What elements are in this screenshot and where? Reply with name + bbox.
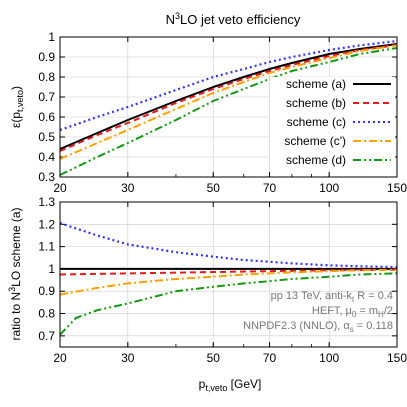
top-axis-ticks: 0.3 0.4 0.5 0.6 0.7 0.8 0.9 1 20 30 50 70 100 150: [38, 30, 407, 195]
legend-entry-label: scheme (d): [286, 153, 346, 167]
bottom-plot-frame: [59, 201, 398, 348]
top-y-tick-label: 1: [48, 30, 55, 44]
bottom-series-lines: [59, 222, 398, 336]
annotation-scale: HEFT, μ0 = mH/2: [312, 305, 393, 319]
top-x-tick-label: 100: [319, 181, 339, 195]
bottom-y-tick-label: 1.3: [38, 195, 55, 209]
bottom-series-line-4: [59, 272, 398, 336]
top-plot-frame: [59, 36, 398, 178]
legend-entry-bg: [270, 134, 395, 150]
chart-title: N3LO jet veto efficiency: [166, 11, 301, 27]
bottom-x-tick-label: 30: [121, 351, 135, 365]
annotation-pdf: NNPDF2.3 (NNLO), αs = 0.118: [243, 320, 393, 334]
legend-entry-label: scheme (a): [286, 77, 346, 91]
physics-annotations: pp 13 TeV, anti-kt R = 0.4 HEFT, μ0 = mH…: [243, 290, 393, 334]
legend-entry-label: scheme (c'): [284, 134, 346, 148]
top-x-tick-label: 20: [53, 181, 67, 195]
bottom-y-tick-label: 1.1: [38, 240, 55, 254]
top-x-tick-label: 150: [387, 181, 407, 195]
bottom-axis-ticks: 0.7 0.8 0.9 1 1.1 1.2 1.3 20 30 50 70 100 150: [38, 195, 407, 365]
top-series-scheme-a: [59, 43, 398, 150]
top-y-tick-label: 0.8: [38, 70, 55, 84]
bottom-x-tick-label: 100: [319, 351, 339, 365]
top-panel: 0.3 0.4 0.5 0.6 0.7 0.8 0.9 1 20 30 50 70 100 150 sch…: [38, 30, 407, 195]
legend-entry-bg: [270, 77, 395, 93]
bottom-y-tick-label: 0.7: [38, 329, 55, 343]
legend-entry-bg: [270, 96, 395, 112]
top-series-scheme-b: [59, 44, 398, 152]
annotation-collider: pp 13 TeV, anti-kt R = 0.4: [271, 290, 393, 304]
bottom-y-tick-label: 0.9: [38, 284, 55, 298]
top-x-tick-label: 30: [121, 181, 135, 195]
top-y-axis-label: ε(pt,veto): [9, 86, 25, 128]
x-axis-label: pt,veto [GeV]: [199, 377, 262, 393]
bottom-panel: 0.7 0.8 0.9 1 1.1 1.2 1.3 20 30 50 70 100 150: [38, 195, 407, 365]
top-series-lines: [59, 39, 398, 176]
top-y-tick-label: 0.4: [38, 150, 55, 164]
top-y-tick-label: 0.9: [38, 50, 55, 64]
legend-entry-bg: [270, 153, 395, 169]
top-y-tick-label: 0.7: [38, 90, 55, 104]
top-x-tick-label: 50: [207, 181, 221, 195]
legend-entry-label: scheme (b): [286, 96, 346, 110]
legend-entry-bg: [270, 115, 395, 131]
bottom-x-tick-label: 70: [263, 351, 277, 365]
bottom-x-tick-label: 150: [387, 351, 407, 365]
top-series-scheme-c: [59, 44, 398, 160]
bottom-y-tick-label: 1.2: [38, 217, 55, 231]
top-x-tick-label: 70: [263, 181, 277, 195]
bottom-y-tick-label: 1: [48, 262, 55, 276]
bottom-series-line-1: [59, 268, 398, 276]
top-y-tick-label: 0.3: [38, 170, 55, 184]
legend-entry-label: scheme (c): [287, 115, 346, 129]
top-series-scheme-d: [59, 47, 398, 176]
bottom-y-axis-label: ratio to N3LO scheme (a): [7, 207, 23, 340]
top-y-tick-label: 0.6: [38, 110, 55, 124]
top-y-tick-label: 0.5: [38, 130, 55, 144]
top-series-scheme-c: [59, 39, 398, 132]
bottom-series-line-2: [59, 222, 398, 269]
bottom-y-tick-label: 0.8: [38, 307, 55, 321]
legend: scheme (a) scheme (b) scheme (c) scheme (c'…: [270, 77, 395, 169]
bottom-x-tick-label: 50: [207, 351, 221, 365]
bottom-x-tick-label: 20: [53, 351, 67, 365]
